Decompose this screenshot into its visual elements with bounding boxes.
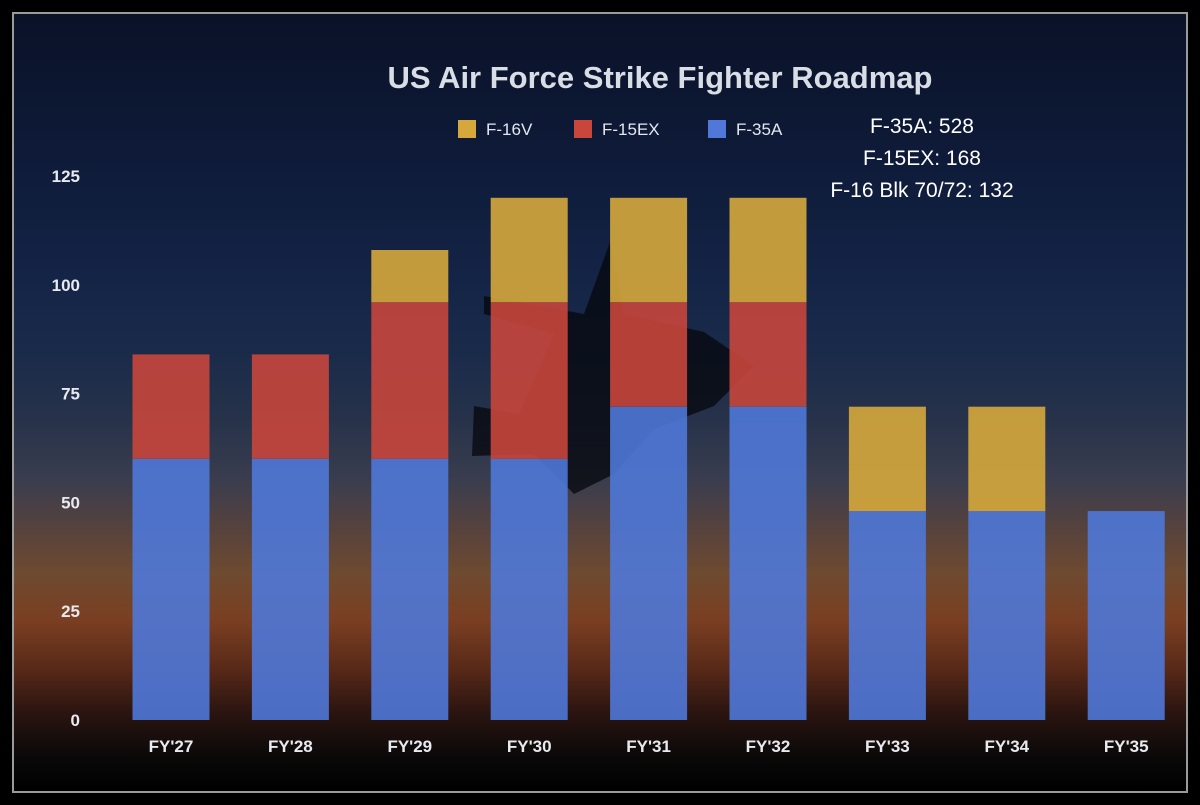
legend-swatch	[574, 120, 592, 138]
x-category-label: FY'32	[746, 737, 791, 756]
y-tick-label: 100	[52, 276, 80, 295]
legend-label: F-16V	[486, 120, 533, 139]
legend-label: F-35A	[736, 120, 783, 139]
bar-f-35a-3	[490, 458, 568, 720]
bar-f-15ex-3	[490, 302, 568, 459]
bar-f-16v-4	[610, 197, 688, 303]
bar-f-16v-2	[371, 250, 449, 303]
x-category-label: FY'33	[865, 737, 910, 756]
y-tick-label: 125	[52, 167, 80, 186]
x-category-label: FY'35	[1104, 737, 1149, 756]
x-category-label: FY'29	[387, 737, 432, 756]
totals-annotation-line: F-35A: 528	[870, 115, 974, 138]
x-category-label: FY'27	[149, 737, 194, 756]
totals-annotation-line: F-16 Blk 70/72: 132	[830, 179, 1013, 202]
x-category-label: FY'34	[984, 737, 1029, 756]
bar-f-15ex-4	[610, 302, 688, 407]
bar-f-16v-7	[968, 406, 1046, 512]
totals-annotation: F-35A: 528 F-15EX: 168 F-16 Blk 70/72: 132	[830, 115, 1013, 202]
y-tick-label: 75	[61, 385, 80, 404]
bar-f-15ex-2	[371, 302, 449, 459]
x-category-label: FY'28	[268, 737, 313, 756]
chart-panel: US Air Force Strike Fighter Roadmap F-16…	[12, 12, 1188, 793]
stacked-bar-chart: US Air Force Strike Fighter Roadmap F-16…	[52, 60, 1165, 756]
legend-label: F-15EX	[602, 120, 660, 139]
x-category-label: FY'30	[507, 737, 552, 756]
bar-f-16v-5	[729, 197, 807, 303]
bar-f-35a-2	[371, 458, 449, 720]
bar-f-35a-0	[132, 458, 210, 720]
bar-f-35a-8	[1087, 511, 1165, 720]
y-tick-label: 25	[61, 602, 80, 621]
chart-title: US Air Force Strike Fighter Roadmap	[388, 60, 933, 95]
bar-f-35a-5	[729, 406, 807, 720]
bar-f-35a-6	[848, 511, 926, 720]
legend-swatch	[458, 120, 476, 138]
bar-f-15ex-5	[729, 302, 807, 407]
bar-f-15ex-1	[251, 354, 329, 459]
bar-f-15ex-0	[132, 354, 210, 459]
legend: F-16V F-15EX F-35A	[458, 120, 783, 139]
x-category-label: FY'31	[626, 737, 671, 756]
y-tick-label: 50	[61, 493, 80, 512]
bar-f-35a-7	[968, 511, 1046, 720]
bars	[132, 197, 1165, 720]
y-axis: 0 25 50 75 100 125	[52, 167, 80, 730]
y-tick-label: 0	[71, 711, 80, 730]
bar-f-16v-6	[848, 406, 926, 512]
totals-annotation-line: F-15EX: 168	[863, 147, 981, 170]
x-axis: FY'27 FY'28 FY'29 FY'30 FY'31 FY'32 FY'33 FY'34…	[149, 737, 1149, 756]
bar-f-35a-1	[251, 458, 329, 720]
legend-swatch	[708, 120, 726, 138]
bar-f-35a-4	[610, 406, 688, 720]
bar-f-16v-3	[490, 197, 568, 303]
